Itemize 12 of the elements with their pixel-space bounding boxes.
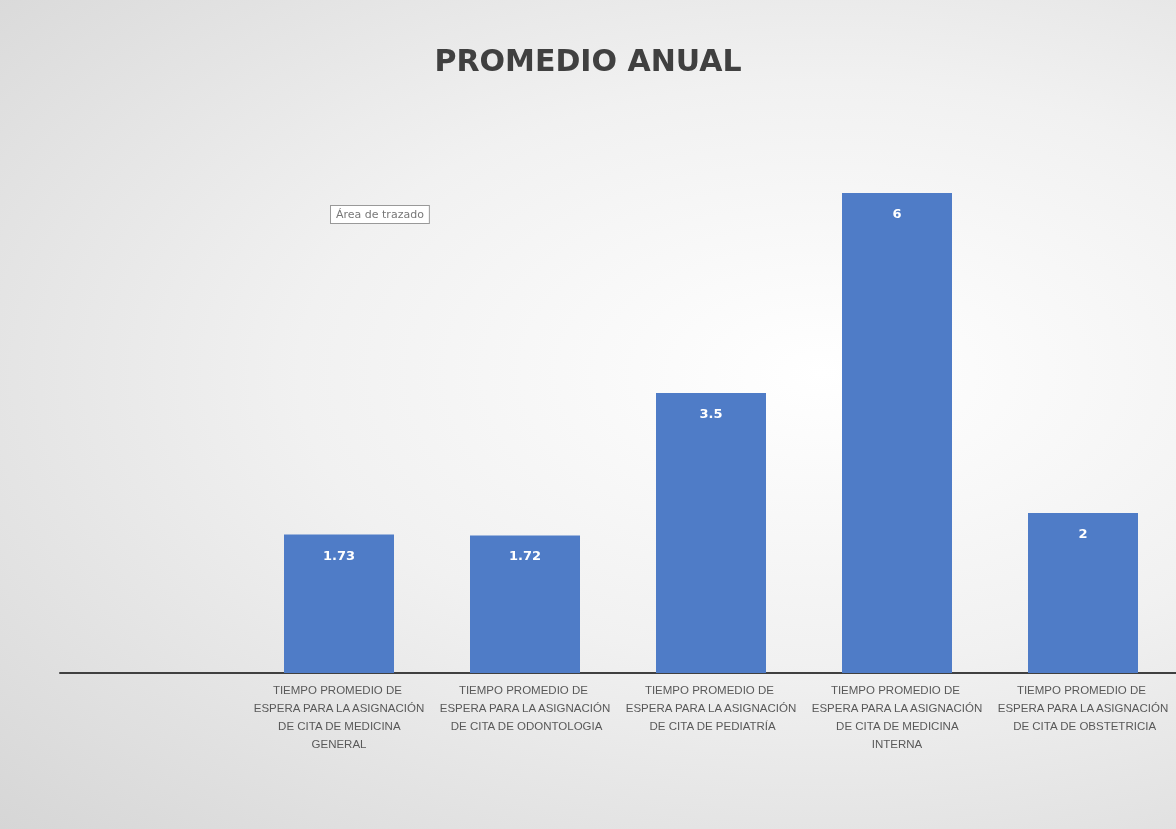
data-label: 2 [1078,526,1088,541]
x-tick-label: TIEMPO PROMEDIO DE ESPERA PARA LA ASIGNACIÓN DE CITA DE OBSTETRICIA [997,684,1169,732]
data-label: 1.72 [508,548,542,564]
annotation: Área de trazado [336,208,425,221]
data-label: 1.73 [322,547,356,563]
data-label: 6 [892,206,902,221]
x-tick-label: TIEMPO PROMEDIO DE ESPERA PARA LA ASIGNACIÓN DE CITA DE MEDICINA GENERAL [253,684,425,750]
x-tick-label: TIEMPO PROMEDIO DE ESPERA PARA LA ASIGNACIÓN DE CITA DE ODONTOLOGIA [439,684,611,732]
x-tick-label: TIEMPO PROMEDIO DE ESPERA PARA LA ASIGNACIÓN DE CITA DE MEDICINA INTERNA [811,684,983,750]
chart-title: PROMEDIO ANUAL [434,42,742,78]
data-label: 3.5 [699,406,723,421]
x-tick-label: TIEMPO PROMEDIO DE ESPERA PARA LA ASIGNACIÓN DE CITA DE PEDIATRÍA [625,684,797,732]
